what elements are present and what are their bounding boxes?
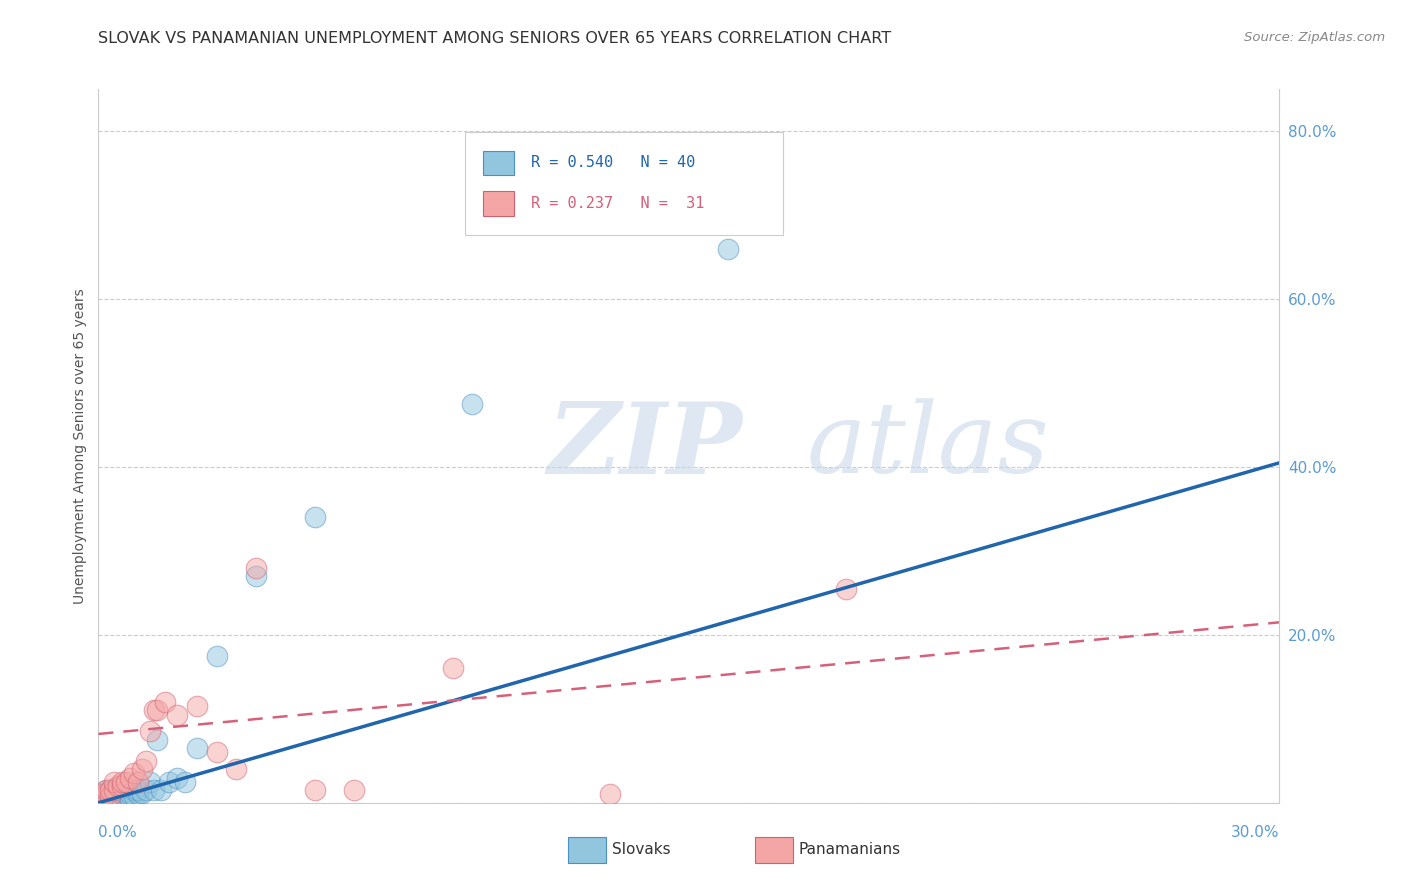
Point [96, 788, 118, 802]
Point [142, 703, 165, 717]
Text: 0.0%: 0.0% [98, 825, 138, 840]
Point [122, 783, 145, 797]
Point [135, 754, 157, 768]
Point [111, 774, 134, 789]
FancyBboxPatch shape [484, 191, 515, 216]
Point [107, 789, 129, 803]
Point [205, 648, 228, 663]
Point [304, 510, 326, 524]
Point [98, 791, 121, 805]
Point [111, 779, 134, 793]
Text: atlas: atlas [807, 399, 1050, 493]
Point [103, 774, 125, 789]
Point [146, 703, 169, 717]
Point [186, 699, 208, 714]
Point [96, 783, 118, 797]
FancyBboxPatch shape [484, 151, 515, 175]
Point [103, 789, 125, 803]
Point [118, 788, 141, 802]
Point [98, 788, 121, 802]
Point [186, 741, 208, 756]
Point [225, 762, 247, 776]
Point [205, 746, 228, 760]
Point [599, 788, 621, 802]
Point [115, 791, 138, 805]
Point [115, 774, 138, 789]
Point [111, 788, 134, 802]
Point [91, 788, 114, 802]
Point [122, 766, 145, 780]
Point [245, 569, 267, 583]
Point [103, 791, 125, 805]
Point [166, 707, 188, 722]
Point [118, 791, 141, 805]
Point [131, 786, 153, 800]
Point [166, 771, 188, 785]
Point [115, 788, 138, 802]
Point [131, 762, 153, 776]
Point [98, 783, 121, 797]
Point [835, 582, 858, 596]
Point [441, 661, 464, 675]
Point [142, 783, 165, 797]
Point [461, 397, 484, 411]
Point [98, 783, 121, 797]
Point [107, 791, 129, 805]
Point [111, 791, 134, 805]
Point [127, 788, 149, 802]
Point [127, 783, 149, 797]
Point [107, 779, 129, 793]
FancyBboxPatch shape [464, 132, 783, 235]
Point [245, 560, 267, 574]
Point [107, 783, 129, 797]
Text: 30.0%: 30.0% [1232, 825, 1279, 840]
Point [96, 783, 118, 797]
Y-axis label: Unemployment Among Seniors over 65 years: Unemployment Among Seniors over 65 years [73, 288, 87, 604]
Point [122, 789, 145, 803]
Point [98, 789, 121, 803]
Text: Panamanians: Panamanians [799, 842, 901, 856]
Point [304, 783, 326, 797]
Text: SLOVAK VS PANAMANIAN UNEMPLOYMENT AMONG SENIORS OVER 65 YEARS CORRELATION CHART: SLOVAK VS PANAMANIAN UNEMPLOYMENT AMONG … [98, 31, 891, 46]
Text: R = 0.540   N = 40: R = 0.540 N = 40 [530, 155, 695, 170]
Point [107, 791, 129, 805]
Point [91, 791, 114, 805]
Point [150, 783, 173, 797]
Point [157, 774, 180, 789]
Point [146, 732, 169, 747]
Point [155, 695, 177, 709]
Point [98, 791, 121, 805]
Point [127, 774, 149, 789]
Point [118, 771, 141, 785]
Point [174, 774, 197, 789]
Point [103, 786, 125, 800]
Point [135, 783, 157, 797]
Point [91, 788, 114, 802]
Point [138, 724, 160, 739]
Point [91, 791, 114, 805]
Point [717, 242, 740, 256]
Point [103, 783, 125, 797]
Point [96, 791, 118, 805]
Text: Source: ZipAtlas.com: Source: ZipAtlas.com [1244, 31, 1385, 45]
Point [343, 783, 366, 797]
Text: ZIP: ZIP [547, 398, 742, 494]
Text: Slovaks: Slovaks [612, 842, 671, 856]
Text: R = 0.237   N =  31: R = 0.237 N = 31 [530, 196, 704, 211]
Point [138, 774, 160, 789]
